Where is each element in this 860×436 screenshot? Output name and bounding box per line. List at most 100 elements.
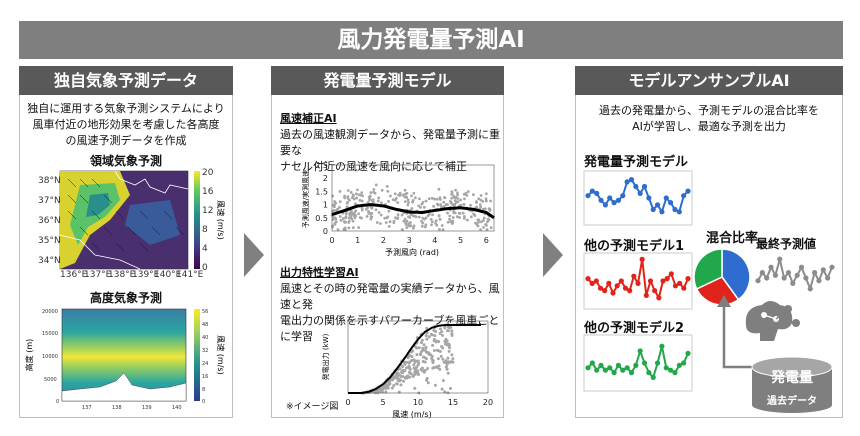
scatter-point bbox=[360, 199, 364, 203]
scatter-point bbox=[446, 360, 450, 364]
scatter-point bbox=[440, 387, 444, 391]
scatter-point bbox=[336, 207, 340, 211]
scatter-point bbox=[355, 196, 359, 200]
scatter-point bbox=[443, 339, 447, 343]
scatter-point bbox=[379, 213, 383, 217]
data-point bbox=[759, 270, 765, 276]
data-point bbox=[668, 200, 674, 206]
data-point bbox=[646, 370, 652, 376]
scatter-point bbox=[440, 330, 444, 334]
scatter-point bbox=[454, 195, 458, 199]
scatter-point bbox=[412, 358, 416, 362]
data-point bbox=[620, 367, 626, 373]
scatter-point bbox=[348, 198, 351, 202]
x-axis-label: 風速 (m/s) bbox=[392, 410, 431, 419]
data-point bbox=[639, 256, 645, 262]
data-point bbox=[777, 256, 783, 262]
scatter-point bbox=[438, 198, 442, 201]
scatter-point bbox=[333, 222, 337, 226]
scatter-point bbox=[395, 382, 399, 386]
scatter-point bbox=[384, 386, 388, 390]
scatter-point bbox=[448, 387, 452, 391]
data-point bbox=[585, 276, 591, 282]
alt-xtick: 137 bbox=[82, 405, 92, 411]
scatter-point bbox=[361, 194, 364, 198]
scatter-point bbox=[442, 200, 446, 204]
scatter-point bbox=[476, 218, 480, 222]
scatter-point bbox=[346, 201, 350, 204]
scatter-point bbox=[430, 220, 434, 224]
data-point bbox=[589, 188, 595, 194]
scatter-point bbox=[454, 188, 457, 192]
scatter-point bbox=[412, 191, 416, 195]
scatter-point bbox=[452, 204, 456, 208]
panel-weather-data: 独自気象予測データ 独自に運用する気象予測システムにより 風車付近の地形効果を考… bbox=[19, 66, 233, 418]
scatter-point bbox=[459, 198, 463, 202]
scatter-point bbox=[465, 193, 469, 197]
scatter-point bbox=[416, 369, 420, 373]
scatter-point bbox=[436, 357, 440, 361]
scatter-point bbox=[351, 194, 355, 198]
scatter-point bbox=[424, 199, 428, 203]
scatter-point bbox=[398, 194, 402, 197]
data-point bbox=[794, 272, 800, 278]
scatter-point bbox=[357, 226, 361, 229]
scatter-point bbox=[413, 370, 417, 374]
scatter-point bbox=[450, 329, 454, 333]
scatter-point bbox=[461, 211, 465, 215]
scatter-point bbox=[349, 191, 353, 194]
scatter-point bbox=[394, 216, 397, 220]
scatter-point bbox=[438, 217, 442, 221]
data-point bbox=[685, 276, 691, 282]
scatter-points bbox=[330, 183, 493, 232]
scatter-point bbox=[377, 196, 380, 200]
alt-xtick: 139 bbox=[142, 405, 152, 411]
scatter-point bbox=[407, 222, 411, 225]
scatter-point bbox=[427, 351, 431, 355]
image-note: ※イメージ図 bbox=[286, 402, 339, 412]
data-point bbox=[672, 283, 679, 289]
scatter-point bbox=[403, 192, 407, 196]
map-lon-tick: 137°E bbox=[84, 270, 112, 280]
scatter-point bbox=[414, 196, 417, 200]
data-point bbox=[659, 209, 665, 215]
scatter-point bbox=[446, 356, 450, 360]
scatter-point bbox=[472, 212, 476, 216]
panel-ensemble: モデルアンサンブルAI 過去の発電量から、予測モデルの混合比率を AIが学習し、… bbox=[575, 66, 843, 418]
scatter-point bbox=[441, 228, 445, 232]
scatter-point bbox=[410, 355, 414, 359]
scatter-point bbox=[412, 363, 416, 367]
scatter-point bbox=[477, 197, 481, 201]
scatter-point bbox=[380, 188, 384, 192]
data-point bbox=[602, 288, 608, 294]
alt-cbar-tick: 56 bbox=[202, 309, 208, 315]
data-point bbox=[647, 278, 654, 284]
scatter-point bbox=[344, 215, 348, 219]
scatter-point bbox=[383, 216, 387, 220]
scatter-point bbox=[485, 224, 488, 227]
scatter-point bbox=[435, 202, 439, 206]
data-point bbox=[635, 280, 641, 286]
fit-line bbox=[331, 203, 495, 220]
scatter-point bbox=[388, 194, 392, 198]
scatter-point bbox=[446, 211, 449, 215]
y-tick: 0.5 bbox=[315, 214, 328, 223]
scatter-point bbox=[441, 379, 445, 383]
alt-ytick: 0 bbox=[56, 399, 59, 405]
scatter-point bbox=[368, 211, 371, 215]
altitude-title: 高度気象予測 bbox=[89, 291, 162, 305]
map-lon-tick: 136°E bbox=[60, 270, 88, 280]
scatter-point bbox=[354, 209, 358, 213]
data-point bbox=[589, 360, 595, 366]
alt-ytick: 15000 bbox=[42, 331, 58, 337]
scatter-point bbox=[408, 366, 412, 370]
scatter-point bbox=[403, 363, 407, 367]
pie-slice bbox=[695, 276, 740, 306]
desc-line: ナセル付近の風速を風向に応じて補正 bbox=[280, 160, 467, 173]
scatter-point bbox=[400, 370, 404, 374]
data-point bbox=[646, 195, 652, 201]
data-point bbox=[602, 367, 608, 373]
data-point bbox=[672, 370, 678, 376]
scatter-point bbox=[482, 225, 485, 229]
data-point bbox=[663, 365, 669, 371]
